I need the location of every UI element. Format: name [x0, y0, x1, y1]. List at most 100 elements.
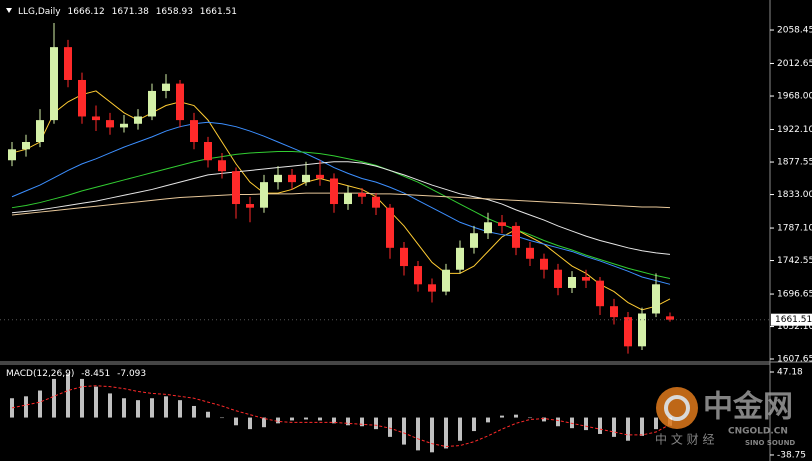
logo-circle: [656, 387, 698, 429]
y-tick-label: 1787.10: [777, 224, 812, 234]
watermark: 中金网 CNGOLD.CN 中 文 财 经 SINO SOUND: [655, 387, 795, 447]
chart-header: LLG,Daily 1666.12 1671.38 1658.93 1661.5…: [18, 7, 237, 17]
macd-bar: [542, 417, 546, 422]
candle-body: [8, 149, 16, 161]
macd-bar: [598, 417, 602, 434]
macd-bar: [122, 398, 126, 418]
candle-body: [134, 116, 142, 124]
macd-bar: [458, 417, 462, 441]
candle-body: [428, 284, 436, 292]
macd-bar: [444, 417, 448, 449]
candle-body: [302, 174, 310, 183]
price-label-box: [771, 313, 812, 326]
candle-body: [400, 247, 408, 267]
macd-title: MACD(12,26,9): [6, 369, 74, 379]
y-tick-label: 1742.55: [777, 256, 812, 266]
macd-bar: [234, 417, 238, 426]
macd-bar: [388, 417, 392, 437]
candle-body: [246, 204, 254, 208]
macd-bar: [38, 390, 42, 418]
macd-bar: [304, 417, 308, 420]
candle-body: [358, 193, 366, 197]
macd-bar: [66, 374, 70, 418]
y-tick-label: 1877.55: [777, 158, 812, 168]
macd-bar: [206, 411, 210, 418]
macd-bar: [94, 386, 98, 418]
macd-bar: [640, 417, 644, 436]
macd-value: -8.451: [81, 369, 110, 379]
macd-bar: [80, 378, 84, 418]
macd-header: MACD(12,26,9) -8.451 -7.093: [6, 369, 146, 379]
open-value: 1666.12: [68, 7, 105, 17]
candle-body: [316, 174, 324, 179]
y-tick-label: -38.75: [777, 450, 806, 460]
candle-body: [92, 116, 100, 121]
macd-bar: [360, 417, 364, 427]
close-value: 1661.51: [200, 7, 237, 17]
macd-bar: [248, 417, 252, 430]
macd-bar: [262, 417, 266, 428]
macd-bar: [416, 417, 420, 451]
candle-body: [610, 306, 618, 318]
macd-bar: [52, 378, 56, 418]
candle-body: [176, 83, 184, 121]
moving-average: [11, 121, 671, 285]
candle-body: [512, 225, 520, 248]
macd-bar: [318, 417, 322, 421]
moving-average: [11, 90, 671, 311]
candle-body: [64, 47, 72, 80]
signal-value: -7.093: [117, 369, 146, 379]
candle-body: [162, 83, 170, 91]
macd-bar: [290, 417, 294, 421]
candle-body: [288, 174, 296, 183]
y-tick-label: 2058.45: [777, 26, 812, 36]
candle-body: [442, 269, 450, 292]
macd-bar: [626, 417, 630, 441]
candle-body: [624, 317, 632, 347]
macd-bar: [500, 415, 504, 418]
candle-body: [638, 313, 646, 347]
candle-body: [456, 247, 464, 270]
logo-swirl: [664, 395, 690, 421]
candle-body: [582, 277, 590, 281]
low-value: 1658.93: [156, 7, 193, 17]
candle-body: [232, 171, 240, 205]
macd-bar: [150, 398, 154, 418]
macd-bar: [164, 396, 168, 418]
macd-bar: [220, 417, 224, 419]
candle-body: [526, 247, 534, 259]
macd-bar: [402, 417, 406, 445]
candle-body: [106, 120, 114, 128]
macd-bar: [332, 417, 336, 424]
candle-body: [652, 284, 660, 314]
candle-body: [540, 258, 548, 270]
price-label: 1661.51: [775, 315, 812, 325]
logo-text: 中金网: [703, 390, 793, 425]
candle-body: [484, 222, 492, 234]
moving-average: [11, 192, 671, 216]
macd-bar: [486, 417, 490, 423]
candle-body: [372, 196, 380, 208]
macd-bar: [514, 414, 518, 418]
candle-body: [666, 316, 674, 320]
macd-bar: [430, 417, 434, 453]
macd-bar: [346, 417, 350, 426]
macd-bar: [472, 417, 476, 432]
candle-body: [470, 233, 478, 248]
candle-body: [78, 79, 86, 117]
plot-layer: [0, 23, 770, 453]
site-text: CNGOLD.CN: [728, 427, 788, 437]
macd-bar: [556, 417, 560, 427]
tagline: 中 文 财 经: [655, 432, 714, 447]
macd-bar: [24, 396, 28, 418]
candle-body: [330, 178, 338, 205]
y-tick-label: 1696.65: [777, 290, 812, 300]
candle-body: [568, 277, 576, 288]
macd-bar: [136, 400, 140, 418]
macd-bar: [528, 417, 532, 419]
macd-bar: [654, 417, 658, 430]
y-tick-label: 1833.00: [777, 190, 812, 200]
candle-body: [190, 120, 198, 143]
high-value: 1671.38: [112, 7, 149, 17]
